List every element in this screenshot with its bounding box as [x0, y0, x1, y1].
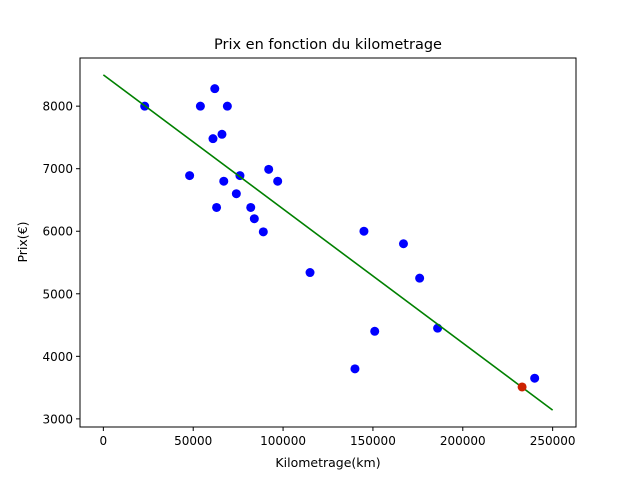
x-tick-label: 0 [100, 434, 108, 448]
y-tick-label: 6000 [42, 225, 73, 239]
data-point [370, 326, 380, 336]
x-tick-label: 150000 [350, 434, 396, 448]
data-point [398, 239, 408, 249]
data-point [249, 214, 259, 224]
data-point [258, 227, 268, 237]
x-tick-label: 100000 [260, 434, 306, 448]
data-point [210, 84, 220, 94]
y-axis: 3000 4000 5000 6000 7000 8000 [42, 100, 80, 426]
y-tick-label: 8000 [42, 100, 73, 114]
data-point [217, 129, 227, 139]
x-tick-label: 250000 [530, 434, 576, 448]
data-point [305, 268, 315, 278]
y-tick-label: 4000 [42, 350, 73, 364]
y-tick-label: 5000 [42, 287, 73, 301]
chart-title: Prix en fonction du kilometrage [214, 37, 442, 53]
data-point [350, 364, 360, 374]
y-tick-label: 3000 [42, 412, 73, 426]
x-tick-label: 200000 [440, 434, 486, 448]
data-point [530, 373, 540, 383]
data-point [212, 202, 222, 212]
data-point [246, 202, 256, 212]
y-axis-label: Prix(€) [15, 221, 30, 262]
predicted-point [517, 382, 527, 392]
data-point [415, 273, 425, 283]
x-axis: 0 50000 100000 150000 200000 250000 [100, 427, 576, 448]
data-point [273, 176, 283, 186]
data-point [264, 164, 274, 174]
regression-line [102, 74, 554, 411]
plot-area [102, 74, 554, 411]
data-point [208, 134, 218, 144]
x-axis-label: Kilometrage(km) [275, 455, 380, 470]
data-point [185, 171, 195, 181]
plot-frame [79, 57, 577, 428]
x-tick-label: 50000 [174, 434, 212, 448]
data-point [222, 101, 232, 111]
data-point [195, 101, 205, 111]
data-point [359, 226, 369, 236]
data-point [219, 176, 229, 186]
data-point [231, 189, 241, 199]
y-tick-label: 7000 [42, 162, 73, 176]
